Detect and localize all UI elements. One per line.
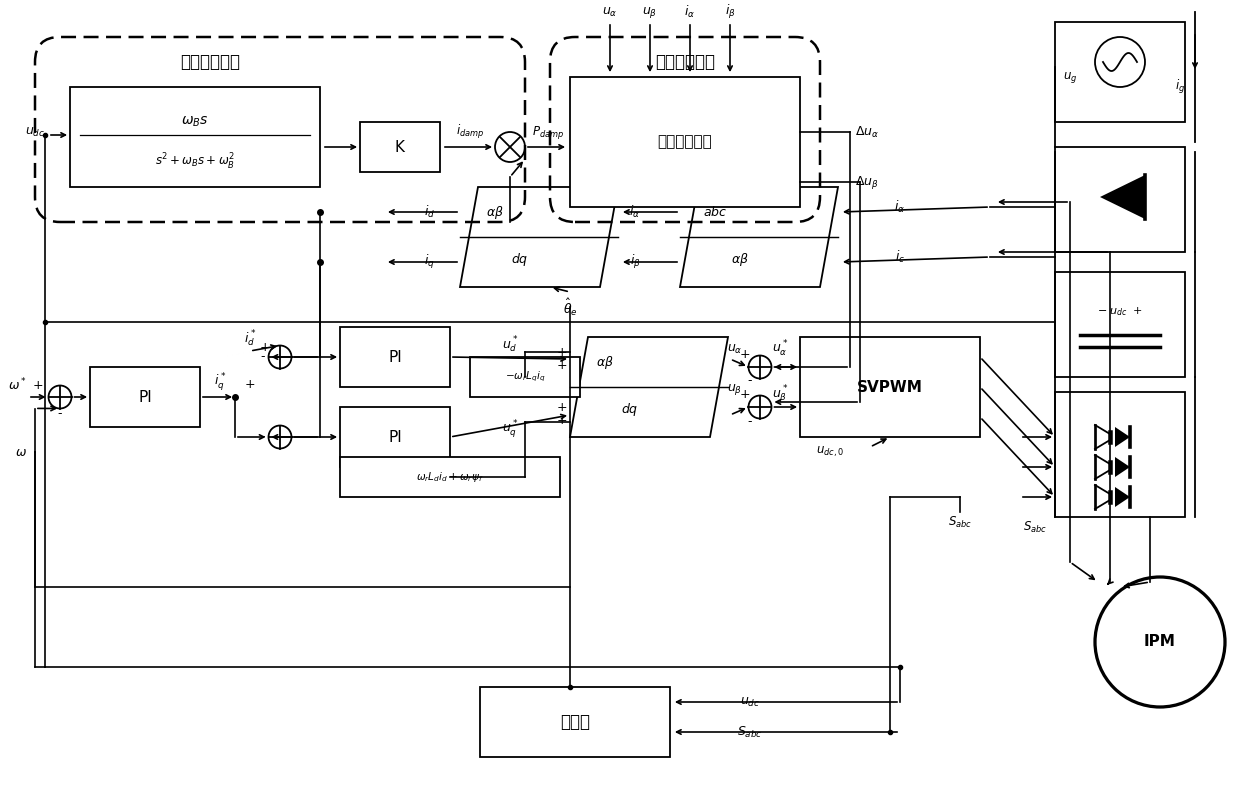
Text: PI: PI	[388, 429, 402, 445]
Text: +: +	[259, 341, 270, 353]
Text: 补偿电压生成: 补偿电压生成	[657, 135, 712, 149]
Text: $\omega^*$: $\omega^*$	[7, 377, 27, 393]
Bar	[570, 77, 800, 207]
Text: $S_{abc}$: $S_{abc}$	[738, 725, 763, 739]
Bar	[340, 407, 450, 467]
Text: $u_{dc}$: $u_{dc}$	[740, 696, 760, 709]
Text: $u_{dc}$: $u_{dc}$	[25, 125, 45, 139]
Text: -: -	[58, 407, 62, 420]
Polygon shape	[680, 187, 838, 287]
Text: -: -	[260, 350, 265, 363]
Text: PI: PI	[138, 390, 151, 404]
Text: +: +	[557, 400, 568, 413]
Text: +: +	[740, 387, 750, 400]
Text: IPM: IPM	[1145, 634, 1176, 650]
Text: $u_\beta$: $u_\beta$	[728, 382, 743, 396]
Polygon shape	[1115, 427, 1130, 447]
Bar	[470, 357, 580, 397]
Text: $i_\alpha$: $i_\alpha$	[630, 204, 641, 220]
Text: $\alpha\beta$: $\alpha\beta$	[732, 250, 749, 267]
Text: $-\omega_r L_q i_q$: $-\omega_r L_q i_q$	[505, 370, 546, 384]
Bar	[1055, 392, 1185, 517]
Bar	[91, 367, 200, 427]
Text: +: +	[557, 358, 568, 371]
Text: $\omega_B s$: $\omega_B s$	[181, 115, 208, 129]
Text: $\omega$: $\omega$	[15, 445, 27, 458]
Text: $u_\alpha$: $u_\alpha$	[727, 342, 743, 356]
Bar	[1055, 272, 1185, 377]
Text: $S_{abc}$: $S_{abc}$	[1023, 520, 1047, 534]
Text: $\alpha\beta$: $\alpha\beta$	[486, 203, 503, 220]
Bar	[480, 687, 670, 757]
Bar	[340, 457, 560, 497]
Polygon shape	[1100, 175, 1145, 219]
Text: $i_d$: $i_d$	[424, 204, 435, 220]
Text: $\omega_r L_d i_d + \omega_r\psi_f$: $\omega_r L_d i_d + \omega_r\psi_f$	[417, 470, 484, 484]
Text: $P_{damp}$: $P_{damp}$	[532, 123, 564, 140]
Text: $i_\beta$: $i_\beta$	[630, 253, 640, 271]
Bar	[1055, 147, 1185, 252]
Text: K: K	[396, 140, 405, 154]
Bar	[1055, 22, 1185, 122]
Text: $\alpha\beta$: $\alpha\beta$	[596, 353, 614, 370]
Text: $u_\beta^*$: $u_\beta^*$	[771, 384, 789, 406]
Text: -: -	[260, 430, 265, 444]
Text: 阻尼电流生成: 阻尼电流生成	[180, 53, 241, 71]
Text: $dq$: $dq$	[621, 400, 639, 417]
Text: PI: PI	[388, 349, 402, 365]
Text: +: +	[557, 413, 568, 427]
Text: $s^2+\omega_B s+\omega_B^2$: $s^2+\omega_B s+\omega_B^2$	[155, 152, 236, 172]
Text: $S_{abc}$: $S_{abc}$	[947, 514, 972, 529]
Text: +: +	[32, 378, 43, 391]
Polygon shape	[1115, 457, 1130, 477]
Bar	[340, 327, 450, 387]
Text: $i_\beta$: $i_\beta$	[724, 3, 735, 21]
Text: 补偿电压生成: 补偿电压生成	[655, 53, 715, 71]
Text: $i_d^*$: $i_d^*$	[244, 329, 257, 349]
Text: $i_c$: $i_c$	[895, 249, 905, 265]
Text: SVPWM: SVPWM	[857, 379, 923, 395]
Text: $u_q^*$: $u_q^*$	[502, 418, 518, 440]
Text: $i_\alpha$: $i_\alpha$	[894, 199, 905, 215]
Text: $i_\alpha$: $i_\alpha$	[684, 4, 696, 20]
Text: $-\ u_{dc}\ +$: $-\ u_{dc}\ +$	[1097, 306, 1143, 319]
Text: $\Delta u_\alpha$: $\Delta u_\alpha$	[856, 124, 879, 140]
Bar	[69, 87, 320, 187]
Text: $u_\alpha^*$: $u_\alpha^*$	[771, 339, 789, 359]
Text: $\Delta u_\beta$: $\Delta u_\beta$	[856, 174, 879, 190]
Text: $i_{damp}$: $i_{damp}$	[456, 123, 484, 141]
Text: $u_g$: $u_g$	[1063, 69, 1078, 85]
Text: $u_d^*$: $u_d^*$	[502, 335, 518, 355]
Text: +: +	[740, 348, 750, 361]
Text: +: +	[244, 378, 255, 391]
Bar	[360, 122, 440, 172]
Text: $u_{dc,0}$: $u_{dc,0}$	[816, 445, 844, 459]
Text: -: -	[748, 374, 753, 387]
Polygon shape	[570, 337, 728, 437]
Bar	[800, 337, 980, 437]
Text: $i_g$: $i_g$	[1176, 78, 1185, 96]
Polygon shape	[460, 187, 618, 287]
Text: $u_\beta$: $u_\beta$	[642, 5, 657, 19]
Text: 观测器: 观测器	[560, 713, 590, 731]
Text: +: +	[557, 345, 568, 358]
Polygon shape	[1115, 487, 1130, 507]
Text: $abc$: $abc$	[703, 205, 727, 219]
Text: $i_q^*$: $i_q^*$	[213, 371, 226, 393]
Text: -: -	[748, 416, 753, 429]
Text: $\hat{\theta}_e$: $\hat{\theta}_e$	[563, 296, 578, 318]
Text: $u_\alpha$: $u_\alpha$	[603, 6, 618, 19]
Text: $dq$: $dq$	[511, 250, 528, 267]
Text: $i_q$: $i_q$	[424, 253, 435, 271]
